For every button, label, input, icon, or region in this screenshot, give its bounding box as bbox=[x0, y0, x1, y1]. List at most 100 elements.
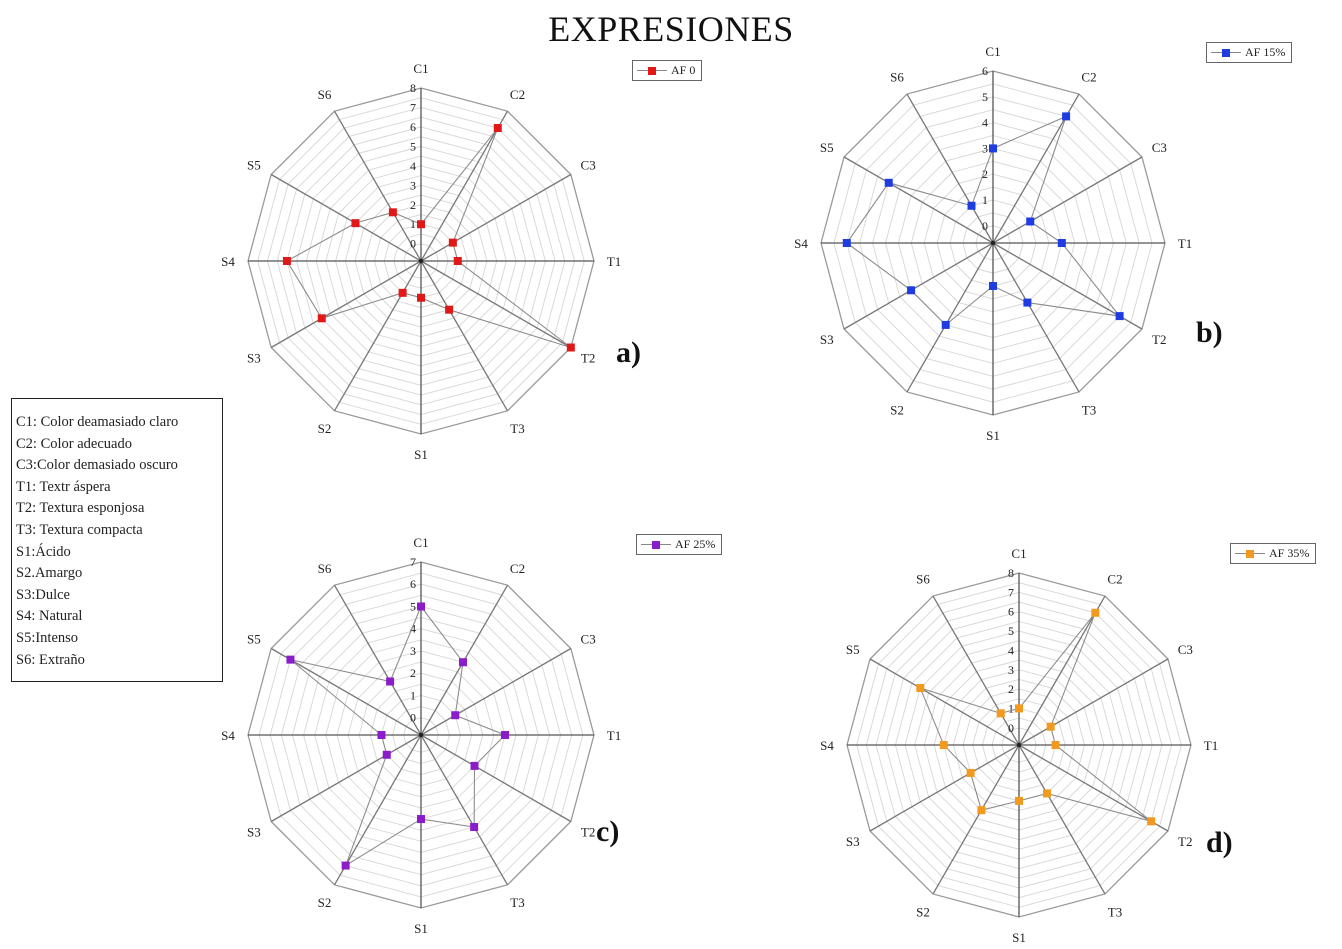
tick-label: 1 bbox=[410, 217, 416, 231]
axis-spoke-s3 bbox=[270, 734, 422, 823]
tick-label: 1 bbox=[410, 688, 416, 702]
center-dot bbox=[418, 732, 424, 738]
data-point-c2 bbox=[459, 658, 468, 667]
tick-label: 7 bbox=[1008, 585, 1014, 599]
data-point-s2 bbox=[977, 806, 986, 815]
tick-label: 3 bbox=[1008, 663, 1014, 677]
data-point-c1 bbox=[989, 144, 997, 153]
tick-label: 4 bbox=[982, 116, 988, 130]
abbrev-c3: C3:Color demasiado oscuro bbox=[16, 457, 178, 474]
axis-spoke-t3 bbox=[420, 734, 509, 886]
tick-label: 4 bbox=[410, 622, 416, 636]
tick-label: 7 bbox=[410, 100, 416, 114]
category-label-s6: S6 bbox=[318, 87, 332, 102]
abbrev-c2: C2: Color adecuado bbox=[16, 435, 132, 452]
data-point-s2 bbox=[398, 288, 407, 297]
category-label-s3: S3 bbox=[820, 332, 834, 347]
axis-spoke-s6 bbox=[932, 595, 1020, 746]
category-label-c1: C1 bbox=[413, 535, 428, 550]
legend-af35: AF 35% bbox=[1230, 543, 1317, 564]
legend-label-af35: AF 35% bbox=[1269, 546, 1310, 560]
category-label-s3: S3 bbox=[846, 834, 860, 849]
category-label-c2: C2 bbox=[510, 87, 525, 102]
data-point-s4 bbox=[377, 731, 386, 739]
axis-spoke-t3 bbox=[420, 260, 509, 412]
axis-spoke-s5 bbox=[843, 156, 994, 244]
data-point-t2 bbox=[1147, 817, 1156, 826]
axis-spoke-s6 bbox=[906, 93, 994, 244]
axis-spoke-t2 bbox=[420, 734, 572, 823]
category-label-s3: S3 bbox=[247, 825, 261, 840]
category-label-s4: S4 bbox=[221, 254, 235, 269]
category-label-s2: S2 bbox=[916, 904, 930, 919]
axis-spoke-t3 bbox=[992, 242, 1080, 393]
category-label-s4: S4 bbox=[221, 728, 235, 743]
data-point-c2 bbox=[1091, 608, 1100, 617]
tick-label: 0 bbox=[1008, 721, 1014, 735]
data-point-s1 bbox=[989, 282, 997, 290]
tick-label: 6 bbox=[1008, 605, 1014, 619]
axis-spoke-t2 bbox=[1018, 744, 1169, 832]
data-point-s5 bbox=[916, 684, 925, 693]
category-label-s5: S5 bbox=[820, 140, 834, 155]
tick-label: 3 bbox=[982, 141, 988, 155]
abbrev-s3: S3:Dulce bbox=[16, 586, 70, 603]
category-label-c1: C1 bbox=[1011, 546, 1026, 561]
axis-spoke-s3 bbox=[270, 260, 422, 349]
category-label-t1: T1 bbox=[607, 728, 621, 743]
category-label-s5: S5 bbox=[247, 158, 261, 173]
data-point-t3 bbox=[470, 823, 479, 832]
legend-af25: AF 25% bbox=[636, 534, 723, 555]
tick-label: 5 bbox=[410, 139, 416, 153]
legend-af0: AF 0 bbox=[632, 60, 703, 81]
data-point-c3 bbox=[1046, 722, 1055, 731]
panel-label-b: b) bbox=[1196, 316, 1223, 349]
axis-spoke-t2 bbox=[420, 260, 572, 349]
category-label-t1: T1 bbox=[1178, 236, 1192, 251]
data-point-t3 bbox=[445, 305, 454, 314]
tick-label: 2 bbox=[1008, 682, 1014, 696]
legend-marker-af15 bbox=[1211, 48, 1241, 58]
category-label-s4: S4 bbox=[820, 738, 834, 753]
data-point-s2 bbox=[341, 861, 350, 870]
tick-label: 4 bbox=[1008, 643, 1014, 657]
axis-spoke-s5 bbox=[270, 173, 422, 262]
category-label-s5: S5 bbox=[247, 632, 261, 647]
category-label-t3: T3 bbox=[510, 421, 524, 436]
category-label-t1: T1 bbox=[1204, 738, 1218, 753]
tick-label: 2 bbox=[982, 167, 988, 181]
category-label-c3: C3 bbox=[581, 632, 596, 647]
tick-label: 2 bbox=[410, 198, 416, 212]
legend-af15: AF 15% bbox=[1206, 42, 1293, 63]
data-point-t1 bbox=[1057, 239, 1066, 247]
category-label-c1: C1 bbox=[985, 44, 1000, 59]
category-label-c2: C2 bbox=[1107, 572, 1122, 587]
category-label-t3: T3 bbox=[1108, 904, 1122, 919]
legend-marker-af25 bbox=[641, 540, 671, 550]
axis-spoke-c2 bbox=[420, 110, 509, 262]
axis-spoke-s2 bbox=[906, 242, 994, 393]
tick-label: 1 bbox=[982, 193, 988, 207]
data-point-t2 bbox=[470, 761, 479, 770]
data-point-t3 bbox=[1042, 789, 1051, 798]
data-point-s3 bbox=[382, 750, 391, 759]
category-label-s4: S4 bbox=[794, 236, 808, 251]
category-label-c2: C2 bbox=[1081, 70, 1096, 85]
category-label-s1: S1 bbox=[414, 447, 428, 462]
tick-label: 3 bbox=[410, 178, 416, 192]
abbrev-s5: S5:Intenso bbox=[16, 629, 79, 646]
category-label-c2: C2 bbox=[510, 561, 525, 576]
abbrev-s4: S4: Natural bbox=[16, 608, 83, 625]
legend-label-af25: AF 25% bbox=[675, 537, 716, 551]
tick-label: 0 bbox=[982, 219, 988, 233]
data-point-s5 bbox=[286, 655, 295, 664]
tick-label: 6 bbox=[982, 64, 988, 78]
data-point-t1 bbox=[1051, 741, 1060, 749]
axis-spoke-c3 bbox=[992, 156, 1143, 244]
data-point-s3 bbox=[907, 286, 916, 295]
data-point-t1 bbox=[453, 257, 462, 265]
abbrev-c1: C1: Color deamasiado claro bbox=[16, 414, 179, 430]
